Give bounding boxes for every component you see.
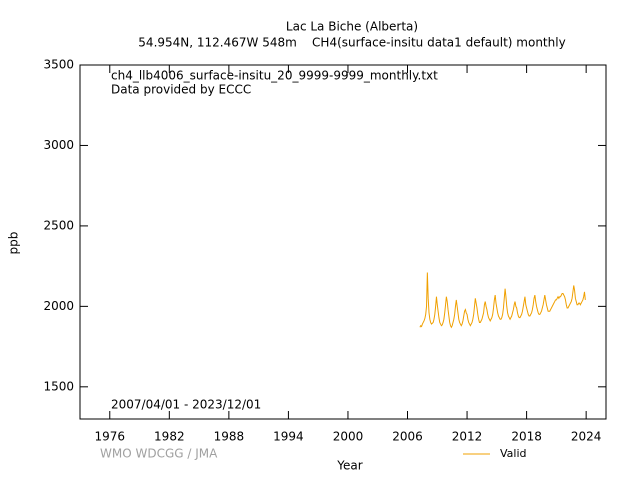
annotation: Data provided by ECCC <box>111 83 251 97</box>
annotation: 2007/04/01 - 2023/12/01 <box>111 398 261 412</box>
legend-label: Valid <box>500 447 527 460</box>
y-tick-label: 3000 <box>43 138 74 152</box>
x-tick-label: 2000 <box>333 430 364 444</box>
x-tick-label: 2006 <box>392 430 423 444</box>
y-tick-label: 2500 <box>43 218 74 232</box>
x-tick-label: 1976 <box>95 430 126 444</box>
x-tick-label: 2024 <box>571 430 602 444</box>
plot-frame <box>79 64 607 420</box>
x-axis-label: Year <box>336 459 362 473</box>
x-tick-label: 2012 <box>452 430 483 444</box>
x-tick-label: 2018 <box>511 430 542 444</box>
annotation: ch4_llb4006_surface-insitu_20_9999-9999_… <box>111 69 438 83</box>
y-tick-label: 1500 <box>43 379 74 393</box>
y-tick-label: 2000 <box>43 299 74 313</box>
x-tick-label: 1994 <box>273 430 304 444</box>
x-tick-label: 1982 <box>154 430 185 444</box>
y-tick-label: 3500 <box>43 58 74 72</box>
credit: WMO WDCGG / JMA <box>100 447 218 461</box>
x-tick-label: 1988 <box>214 430 245 444</box>
y-axis-label: ppb <box>7 232 21 255</box>
data-line <box>419 272 586 329</box>
chart-subtitle: 54.954N, 112.467W 548m CH4(surface-insit… <box>138 36 565 50</box>
chart-title: Lac La Biche (Alberta) <box>286 20 418 34</box>
